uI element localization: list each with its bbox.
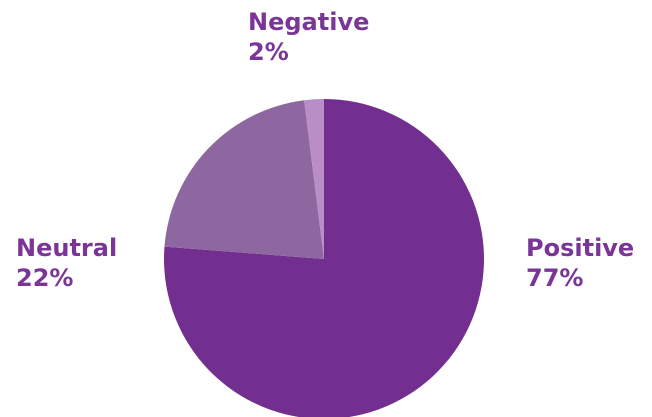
slice-label-neutral-name: Neutral	[16, 234, 118, 262]
slice-label-neutral: Neutral 22%	[16, 233, 117, 293]
slice-label-negative-name: Negative	[248, 8, 370, 36]
pie-slice-neutral	[164, 100, 324, 260]
slice-label-positive-value: 77%	[526, 264, 584, 292]
slice-label-negative: Negative 2%	[248, 7, 369, 67]
slice-label-positive: Positive 77%	[526, 233, 634, 293]
pie-slice-negative	[304, 99, 324, 259]
slice-label-neutral-value: 22%	[16, 264, 74, 292]
slice-label-positive-name: Positive	[526, 234, 635, 262]
pie-slice-positive	[164, 99, 484, 417]
slice-label-negative-value: 2%	[248, 38, 289, 66]
